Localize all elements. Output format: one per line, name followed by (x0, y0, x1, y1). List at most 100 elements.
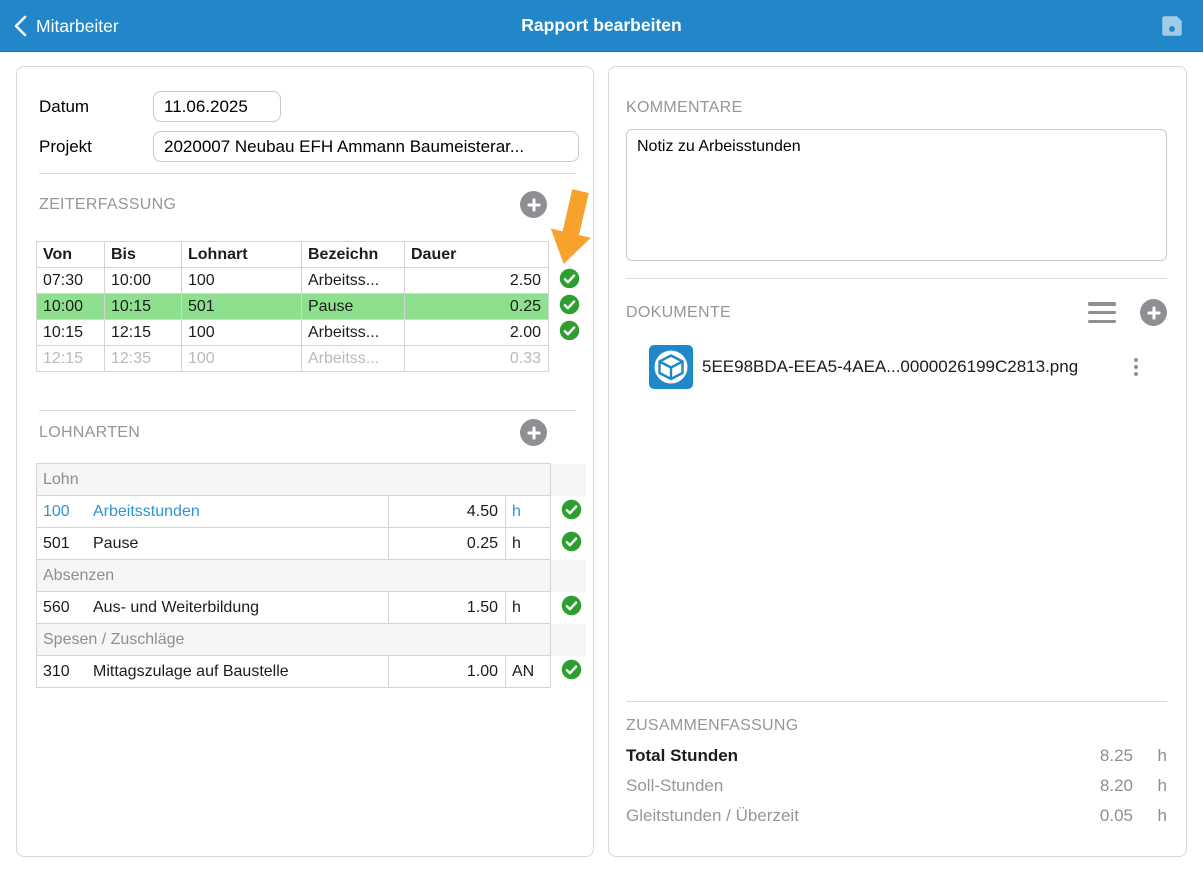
cell-check (550, 591, 587, 624)
cell-unit: AN (505, 655, 551, 688)
cell-code-name: 501 Pause (36, 527, 389, 560)
check-icon (561, 659, 582, 679)
cell-code-name: 100 Arbeitsstunden (36, 495, 389, 528)
summary-unit: h (1157, 746, 1167, 765)
summary-label: Soll-Stunden (626, 776, 724, 795)
lohnarten-table: Lohn 100 Arbeitsstunden 4.50 h 501 Pause 0.25 h A… (36, 463, 587, 688)
lohnart-row[interactable]: 310 Mittagszulage auf Baustelle 1.00 AN (36, 655, 587, 688)
cell-check (548, 319, 585, 346)
summary-label: Gleitstunden / Überzeit (626, 806, 799, 825)
cell-value: 0.25 (388, 527, 506, 560)
time-entry-row[interactable]: 12:15 12:35 100 Arbeitss... 0.33 (36, 345, 585, 372)
lohnart-group-row: Spesen / Zuschläge (36, 623, 587, 656)
cell-von: 10:00 (36, 293, 105, 320)
lohnart-row[interactable]: 501 Pause 0.25 h (36, 527, 587, 560)
summary-value: 8.25 (1099, 746, 1133, 765)
time-entry-row[interactable]: 07:30 10:00 100 Arbeitss... 2.50 (36, 267, 585, 294)
cell-check (548, 267, 585, 294)
save-icon (1162, 16, 1182, 36)
dokumente-header: DOKUMENTE (626, 299, 1167, 326)
right-panel: KOMMENTARE Notiz zu Arbeisstunden DOKUME… (608, 66, 1187, 857)
check-icon (561, 499, 582, 519)
document-list-icon[interactable] (1088, 302, 1116, 323)
lohnart-code: 501 (43, 534, 70, 552)
cell-check (548, 345, 585, 372)
projekt-input[interactable] (153, 131, 579, 162)
check-icon (559, 294, 580, 314)
summary-label: Total Stunden (626, 746, 739, 765)
cell-bis: 12:15 (104, 319, 182, 346)
add-time-entry-button[interactable] (520, 191, 547, 218)
time-entry-row[interactable]: 10:00 10:15 501 Pause 0.25 (36, 293, 585, 320)
cell-bezeichn: Arbeitss... (301, 319, 405, 346)
cell-code-name: 310 Mittagszulage auf Baustelle (36, 655, 389, 688)
group-label: Spesen / Zuschläge (36, 623, 551, 656)
check-icon (559, 320, 580, 340)
lohnart-code: 310 (43, 662, 70, 680)
document-3d-file-icon (649, 345, 693, 389)
document-more-icon[interactable] (1127, 352, 1145, 382)
cell-von: 07:30 (36, 267, 105, 294)
zusammenfassung-rows: Total Stunden 8.25 h Soll-Stunden 8.20 h Gleit… (626, 741, 1167, 831)
cell-check (548, 293, 585, 320)
check-icon (561, 595, 582, 615)
add-lohnart-button[interactable] (520, 419, 547, 446)
datum-label: Datum (39, 97, 90, 116)
cell-value: 4.50 (388, 495, 506, 528)
save-button[interactable] (1159, 13, 1185, 39)
cell-dauer: 2.50 (404, 267, 549, 294)
comment-textarea[interactable]: Notiz zu Arbeisstunden (626, 129, 1167, 261)
cell-unit: h (505, 527, 551, 560)
lohnart-row[interactable]: 100 Arbeitsstunden 4.50 h (36, 495, 587, 528)
cell-dauer: 0.25 (404, 293, 549, 320)
dokumente-actions (1088, 299, 1167, 326)
cell-code-name: 560 Aus- und Weiterbildung (36, 591, 389, 624)
section-divider (39, 173, 576, 174)
cell-dauer: 0.33 (404, 345, 549, 372)
time-entry-row[interactable]: 10:15 12:15 100 Arbeitss... 2.00 (36, 319, 585, 346)
cell-check (550, 527, 587, 560)
cell-dauer: 2.00 (404, 319, 549, 346)
column-header: Bis (104, 241, 182, 268)
back-chevron-icon (14, 15, 27, 37)
check-icon (559, 268, 580, 288)
lohnart-row[interactable]: 560 Aus- und Weiterbildung 1.50 h (36, 591, 587, 624)
column-header: Von (36, 241, 105, 268)
page-title: Rapport bearbeiten (521, 15, 682, 35)
summary-row: Total Stunden 8.25 h (626, 741, 1167, 771)
add-document-button[interactable] (1140, 299, 1167, 326)
cell-unit: h (505, 591, 551, 624)
projekt-label: Projekt (39, 137, 92, 156)
kommentare-title: KOMMENTARE (626, 99, 743, 116)
section-divider (626, 278, 1167, 279)
check-column-header (548, 241, 585, 268)
lohnart-name: Pause (93, 534, 139, 552)
section-divider (39, 410, 576, 411)
cell-check (550, 623, 587, 656)
zeiterfassung-table-body: 07:30 10:00 100 Arbeitss... 2.50 10:00 10:15 50… (36, 267, 585, 372)
cell-bezeichn: Pause (301, 293, 405, 320)
lohnart-name: Mittagszulage auf Baustelle (93, 662, 289, 680)
document-row[interactable]: 5EE98BDA-EEA5-4AEA...0000026199C2813.png (649, 345, 1078, 389)
cell-von: 12:15 (36, 345, 105, 372)
lohnart-code: 560 (43, 598, 70, 616)
document-file-name: 5EE98BDA-EEA5-4AEA...0000026199C2813.png (702, 357, 1079, 376)
cell-check (550, 495, 587, 528)
back-button[interactable]: Mitarbeiter (14, 0, 119, 52)
cell-bis: 10:15 (104, 293, 182, 320)
lohnarten-header: LOHNARTEN (39, 419, 547, 446)
column-header: Lohnart (181, 241, 302, 268)
cell-check (550, 463, 587, 496)
lohnart-name: Arbeitsstunden (93, 502, 200, 520)
cell-von: 10:15 (36, 319, 105, 346)
zeiterfassung-table: Von Bis Lohnart Bezeichn Dauer 07:30 10:00 100… (36, 241, 585, 372)
cell-lohnart: 100 (181, 267, 302, 294)
summary-value: 8.20 (1099, 776, 1133, 795)
section-divider (626, 701, 1167, 702)
lohnart-code: 100 (43, 502, 70, 520)
zeiterfassung-header-row: Von Bis Lohnart Bezeichn Dauer (36, 241, 585, 268)
summary-value: 0.05 (1099, 806, 1133, 825)
datum-input[interactable] (153, 91, 281, 122)
dokumente-title: DOKUMENTE (626, 303, 731, 321)
